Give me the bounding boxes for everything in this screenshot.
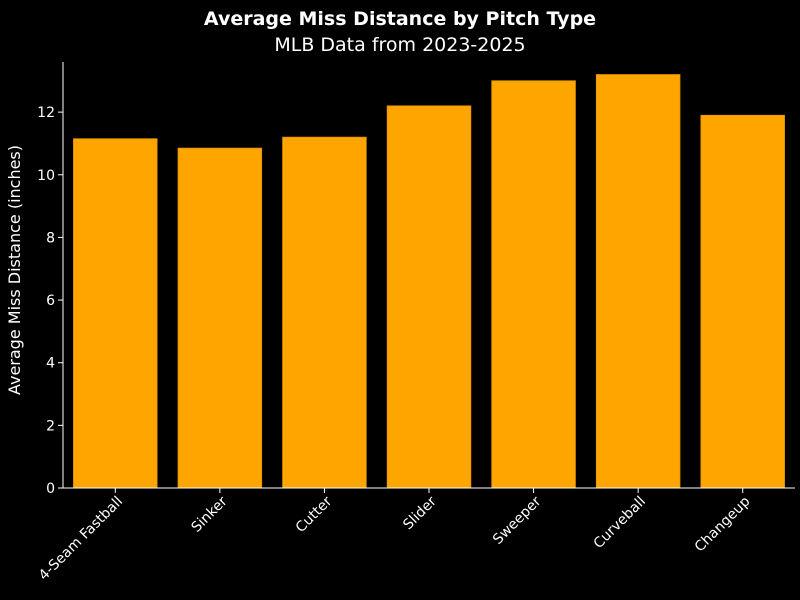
x-tick-label: Changeup [692,493,754,555]
y-tick-label: 0 [46,481,55,497]
x-tick-label: 4-Seam Fastball [36,494,126,584]
bars [73,74,785,489]
x-tick-label: Curveball [591,494,649,552]
bar [491,80,576,489]
bar [386,105,472,489]
x-tick-label: Sinker [189,493,231,535]
y-axis-label: Average Miss Distance (inches) [5,145,24,395]
bar [73,138,158,489]
bar [177,147,263,489]
y-axis-ticks: 0 2 4 6 8 10 12 [37,105,63,497]
y-tick-label: 12 [37,105,55,121]
x-axis-labels: 4-Seam Fastball Sinker Cutter Slider Sweeper… [36,488,754,584]
chart-subtitle: MLB Data from 2023-2025 [274,34,525,56]
y-tick-label: 6 [46,293,55,309]
x-tick-label: Cutter [293,493,336,536]
x-tick-label: Sweeper [490,493,544,547]
y-tick-label: 8 [46,230,55,246]
bar [282,136,367,489]
bar [700,114,785,489]
bar [595,74,681,489]
x-tick-label: Slider [400,493,440,533]
y-tick-label: 4 [46,356,55,372]
y-tick-label: 10 [37,168,55,184]
chart-title: Average Miss Distance by Pitch Type [204,8,596,30]
y-tick-label: 2 [46,418,55,434]
